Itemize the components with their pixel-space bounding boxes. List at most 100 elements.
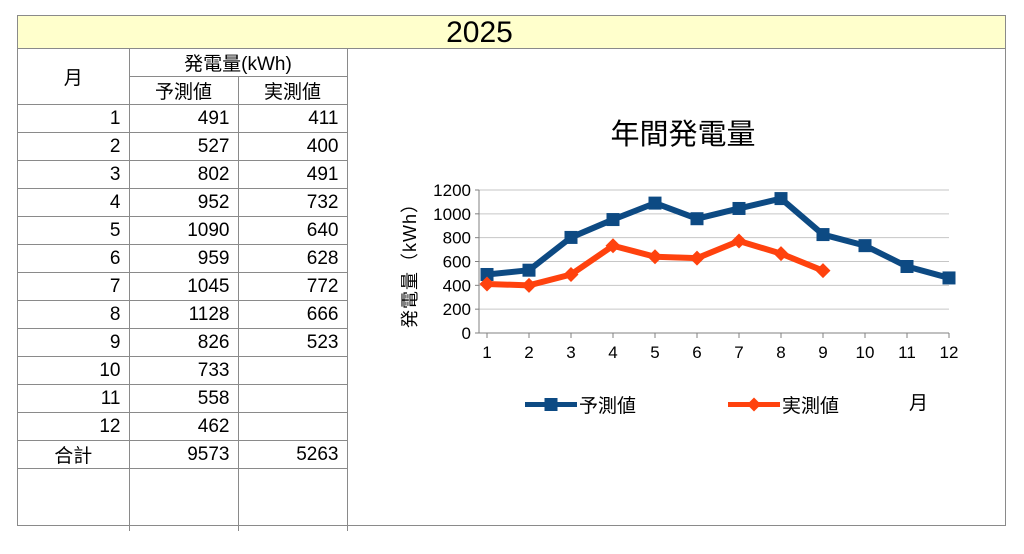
cell-month[interactable]: 10 — [18, 356, 130, 385]
year-title: 2025 — [446, 15, 513, 49]
chart-series-line-予測値 — [486, 195, 950, 281]
cell-forecast[interactable]: 952 — [128, 188, 239, 217]
chart-legend: 予測値 実測値 月 — [395, 392, 1007, 417]
cell-actual[interactable]: 491 — [237, 160, 348, 189]
x-tick-label: 12 — [940, 343, 959, 362]
cell-actual[interactable] — [237, 412, 348, 441]
x-tick-label: 10 — [856, 343, 875, 362]
table-row: 1 491 411 — [18, 104, 348, 133]
data-table: 月 発電量(kWh) 予測値 実測値 1 491 411 2 527 400 3 802 491… — [18, 49, 348, 531]
cell-actual[interactable] — [237, 384, 348, 413]
data-point-marker — [605, 238, 621, 254]
cell-actual[interactable]: 411 — [237, 104, 348, 133]
data-point-marker — [522, 263, 536, 277]
data-point-marker — [731, 233, 747, 249]
cell-actual[interactable]: 732 — [237, 188, 348, 217]
spreadsheet-area: 2025 月 発電量(kWh) 予測値 実測値 1 491 411 2 527 400 3 8… — [17, 15, 1006, 531]
x-axis-title: 月 — [909, 393, 929, 414]
header-actual[interactable]: 実測値 — [237, 76, 348, 105]
data-point-marker — [479, 276, 495, 292]
data-point-marker — [480, 267, 494, 281]
table-row: 10 733 — [18, 356, 348, 385]
cell-month[interactable]: 2 — [18, 132, 130, 161]
cell-forecast[interactable]: 733 — [128, 356, 239, 385]
chart-object[interactable]: 年間発電量 発電量（kWh） 0 200 400 600 800 1000 1200 1 2 3 4… — [395, 105, 1007, 423]
header-month[interactable]: 月 — [18, 49, 130, 105]
x-tick-label: 2 — [524, 343, 533, 362]
legend-label-forecast: 予測値 — [579, 395, 637, 417]
cell-month[interactable]: 8 — [18, 300, 130, 329]
actual-series-marker-icon — [728, 397, 780, 411]
table-row: 12 462 — [18, 412, 348, 441]
x-tick-label: 9 — [818, 343, 827, 362]
data-point-marker — [606, 213, 620, 227]
cell-forecast[interactable]: 527 — [128, 132, 239, 161]
cell-month[interactable]: 7 — [18, 272, 130, 301]
table-row: 7 1045 772 — [18, 272, 348, 301]
cell-actual[interactable]: 400 — [237, 132, 348, 161]
header-generation-group[interactable]: 発電量(kWh) — [128, 49, 348, 77]
empty-cell[interactable] — [18, 468, 130, 531]
cell-actual[interactable]: 666 — [237, 300, 348, 329]
cell-forecast[interactable]: 462 — [128, 412, 239, 441]
legend-item-actual[interactable]: 実測値 — [728, 392, 839, 417]
cell-month[interactable]: 4 — [18, 188, 130, 217]
cell-actual[interactable]: 772 — [237, 272, 348, 301]
cell-month[interactable]: 3 — [18, 160, 130, 189]
table-row: 6 959 628 — [18, 244, 348, 273]
y-tick-label: 400 — [443, 276, 471, 295]
year-title-cell[interactable]: 2025 — [18, 16, 1005, 49]
cell-month[interactable]: 5 — [18, 216, 130, 245]
x-tick-label: 3 — [566, 343, 575, 362]
legend-item-forecast[interactable]: 予測値 — [525, 392, 637, 417]
x-tick-label: 1 — [482, 343, 491, 362]
cell-forecast[interactable]: 491 — [128, 104, 239, 133]
cell-forecast[interactable]: 826 — [128, 328, 239, 357]
cell-month[interactable]: 6 — [18, 244, 130, 273]
data-point-marker — [732, 201, 746, 215]
cell-month[interactable]: 12 — [18, 412, 130, 441]
total-actual-cell[interactable]: 5263 — [237, 440, 348, 469]
x-tick-label: 11 — [898, 343, 916, 362]
table-row: 4 952 732 — [18, 188, 348, 217]
x-tick-label: 7 — [734, 343, 743, 362]
table-row: 3 802 491 — [18, 160, 348, 189]
data-point-marker — [858, 239, 872, 253]
total-label-cell[interactable]: 合計 — [18, 440, 130, 469]
cell-actual[interactable]: 640 — [237, 216, 348, 245]
cell-forecast[interactable]: 1090 — [128, 216, 239, 245]
y-tick-label: 0 — [462, 324, 471, 343]
cell-month[interactable]: 9 — [18, 328, 130, 357]
x-tick-label: 8 — [776, 343, 785, 362]
data-point-marker — [900, 260, 914, 274]
data-point-marker — [689, 250, 705, 266]
table-row: 8 1128 666 — [18, 300, 348, 329]
x-tick-label: 5 — [650, 343, 659, 362]
y-tick-label: 1000 — [433, 205, 471, 224]
y-tick-label: 600 — [443, 253, 471, 272]
cell-month[interactable]: 11 — [18, 384, 130, 413]
data-point-marker — [942, 271, 956, 285]
data-point-marker — [521, 277, 537, 293]
data-point-marker — [816, 228, 830, 242]
table-row: 2 527 400 — [18, 132, 348, 161]
table-row: 9 826 523 — [18, 328, 348, 357]
forecast-series-marker-icon — [525, 397, 577, 411]
total-forecast-cell[interactable]: 9573 — [128, 440, 239, 469]
y-tick-label: 200 — [443, 300, 471, 319]
cell-forecast[interactable]: 1045 — [128, 272, 239, 301]
data-point-marker — [647, 249, 663, 265]
header-forecast[interactable]: 予測値 — [129, 76, 239, 105]
empty-cell[interactable] — [237, 468, 348, 531]
cell-month[interactable]: 1 — [18, 104, 130, 133]
cell-forecast[interactable]: 959 — [128, 244, 239, 273]
empty-cell[interactable] — [128, 468, 239, 531]
cell-forecast[interactable]: 802 — [128, 160, 239, 189]
cell-forecast[interactable]: 558 — [128, 384, 239, 413]
cell-actual[interactable]: 523 — [237, 328, 348, 357]
cell-forecast[interactable]: 1128 — [128, 300, 239, 329]
cell-actual[interactable] — [237, 356, 348, 385]
data-point-marker — [564, 230, 578, 244]
cell-actual[interactable]: 628 — [237, 244, 348, 273]
